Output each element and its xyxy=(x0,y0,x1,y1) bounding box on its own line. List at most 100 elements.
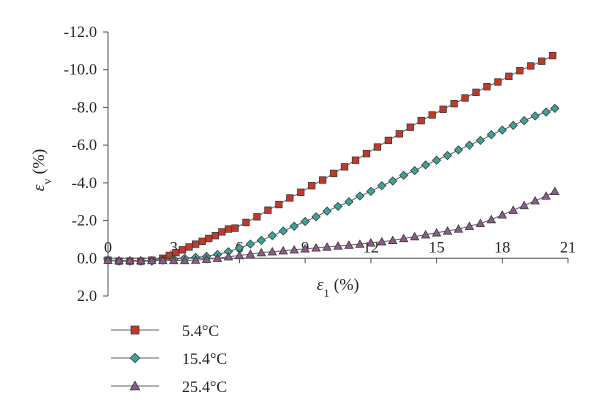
data-point xyxy=(464,140,475,150)
data-point xyxy=(373,143,382,151)
data-point xyxy=(384,136,393,145)
data-point xyxy=(431,228,442,237)
data-point xyxy=(417,116,425,125)
data-point xyxy=(494,78,502,86)
data-point xyxy=(308,182,316,190)
data-point xyxy=(497,210,507,219)
data-point xyxy=(410,166,420,176)
data-point xyxy=(147,255,157,265)
data-point xyxy=(234,250,245,260)
data-point xyxy=(486,130,496,140)
data-point xyxy=(297,188,305,196)
data-point xyxy=(300,216,310,227)
data-point xyxy=(333,241,343,250)
data-point xyxy=(319,176,327,184)
data-point xyxy=(442,150,453,161)
data-point xyxy=(201,254,212,263)
data-point xyxy=(264,206,272,214)
data-point xyxy=(538,57,546,65)
axes: 2.00.0-2.0-4.0-6.0-8.0-10.0-12.003691215… xyxy=(64,24,576,305)
data-point xyxy=(205,234,213,243)
data-point xyxy=(169,255,179,265)
legend-marker xyxy=(130,325,140,335)
y-tick-label: -6.0 xyxy=(72,137,97,154)
data-point xyxy=(483,83,491,91)
data-point xyxy=(245,249,256,258)
data-point xyxy=(267,231,277,241)
legend-label: 5.4°C xyxy=(182,323,219,340)
data-point xyxy=(366,186,376,196)
data-point xyxy=(333,201,343,212)
data-point xyxy=(136,255,146,265)
data-point xyxy=(399,170,409,180)
data-point xyxy=(475,135,485,146)
y-tick-label: -10.0 xyxy=(64,62,97,79)
data-point xyxy=(453,145,464,155)
legend-marker xyxy=(129,380,141,391)
data-point xyxy=(406,123,414,131)
x-tick-label: 21 xyxy=(560,239,576,256)
data-point xyxy=(442,226,453,235)
data-point xyxy=(377,236,387,246)
series-3 xyxy=(103,186,560,265)
data-point xyxy=(289,221,299,231)
legend-label: 15.4°C xyxy=(182,351,227,368)
data-point xyxy=(351,156,360,164)
y-tick-label: -4.0 xyxy=(72,175,97,192)
data-point xyxy=(388,235,398,245)
legend-marker xyxy=(129,352,141,364)
data-point xyxy=(508,120,518,130)
legend-entry-2: 15.4°C xyxy=(111,351,227,368)
data-point xyxy=(541,191,551,200)
data-point xyxy=(399,233,409,243)
data-point xyxy=(549,51,557,60)
data-point xyxy=(286,194,294,202)
series-line xyxy=(107,107,556,262)
data-point xyxy=(158,255,168,265)
data-point xyxy=(388,176,398,186)
y-tick-label: -2.0 xyxy=(72,213,97,230)
y-tick-label: 2.0 xyxy=(77,288,97,305)
data-point xyxy=(340,163,349,171)
data-point xyxy=(218,228,226,236)
data-point xyxy=(322,206,332,216)
data-point xyxy=(519,116,529,126)
data-point xyxy=(278,226,288,236)
y-tick-label: -8.0 xyxy=(72,99,97,116)
data-point xyxy=(211,232,219,240)
data-point xyxy=(311,212,321,222)
data-point xyxy=(519,200,529,210)
data-point xyxy=(103,255,113,264)
data-point xyxy=(395,130,403,138)
y-tick-label: 0.0 xyxy=(77,250,97,267)
data-point xyxy=(275,200,283,209)
data-point xyxy=(550,186,560,195)
data-point xyxy=(362,149,371,158)
data-point xyxy=(439,105,447,113)
data-point xyxy=(242,218,250,227)
series-group xyxy=(103,51,560,266)
x-tick-label: 15 xyxy=(429,239,445,256)
data-point xyxy=(550,103,560,113)
data-point xyxy=(212,253,223,262)
legend-label: 25.4°C xyxy=(182,379,227,396)
series-1 xyxy=(104,51,557,265)
data-point xyxy=(497,125,507,135)
data-point xyxy=(267,246,277,256)
data-point xyxy=(114,255,124,265)
data-point xyxy=(191,240,200,248)
data-point xyxy=(190,255,201,264)
data-point xyxy=(516,67,524,75)
data-point xyxy=(344,197,354,207)
data-point xyxy=(409,231,420,241)
data-point xyxy=(198,237,206,245)
data-point xyxy=(278,245,288,255)
data-point xyxy=(355,239,365,248)
data-point xyxy=(366,238,376,247)
x-tick-label: 3 xyxy=(170,239,178,256)
data-point xyxy=(453,224,464,233)
x-tick-label: 18 xyxy=(494,239,510,256)
data-point xyxy=(231,224,239,232)
data-point xyxy=(256,235,266,245)
